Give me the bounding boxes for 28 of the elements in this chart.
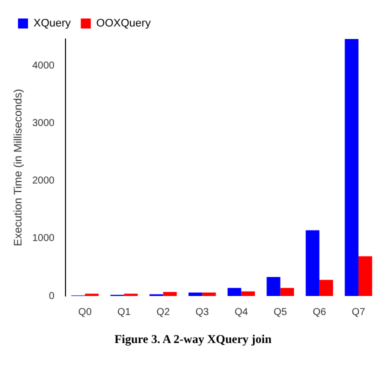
x-tick-label: Q6 (312, 306, 327, 318)
x-tick-label: Q2 (156, 306, 170, 318)
y-tick-label: 2000 (32, 176, 55, 187)
x-tick-label: Q7 (352, 306, 366, 318)
caption: Figure 3. A 2-way XQuery join (113, 332, 273, 347)
legend-label: OOXQuery (96, 18, 152, 30)
bar (241, 291, 255, 296)
bar (358, 256, 372, 296)
bar (163, 292, 177, 296)
y-axis-title: Execution Time (in Milliseconds) (12, 88, 25, 246)
bar (188, 292, 202, 296)
x-tick-label: Q4 (234, 306, 248, 318)
bar (280, 288, 294, 296)
legend-label: XQuery (34, 18, 72, 30)
y-tick-label: 1000 (32, 233, 55, 244)
bar (202, 292, 216, 296)
x-tick-label: Q3 (196, 306, 210, 318)
x-tick-label: Q5 (274, 306, 288, 318)
bar (319, 280, 334, 296)
bar (266, 276, 280, 296)
bar (228, 288, 242, 296)
bar (344, 39, 358, 296)
x-tick-label: Q0 (78, 306, 92, 318)
y-tick-label: 4000 (32, 60, 55, 72)
y-tick-label: 3000 (32, 118, 55, 129)
y-tick-label: 0 (48, 290, 55, 302)
x-tick-label: Q1 (117, 306, 132, 318)
bar (306, 230, 320, 296)
